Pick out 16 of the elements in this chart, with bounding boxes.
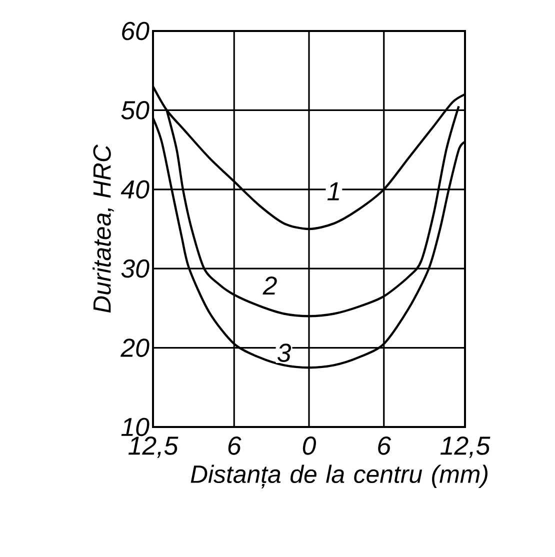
x-tick-label: 6 bbox=[228, 436, 242, 455]
y-tick-label: 40 bbox=[120, 180, 150, 199]
y-tick-label: 30 bbox=[121, 259, 150, 278]
series-label: 2 bbox=[262, 276, 277, 295]
x-axis-title: Distanța de la centru (mm) bbox=[190, 464, 488, 488]
y-tick-label: 50 bbox=[121, 101, 150, 120]
x-tick-label: 6 bbox=[378, 436, 392, 455]
x-tick-label: 0 bbox=[302, 436, 316, 455]
y-tick-label: 20 bbox=[120, 338, 150, 357]
x-tick-label: 12,5 bbox=[128, 436, 178, 458]
x-tick-label: 12,5 bbox=[440, 436, 490, 458]
y-axis-title: Duritatea, HRC bbox=[92, 144, 114, 313]
series-label: 3 bbox=[277, 344, 292, 362]
y-tick-label: 10 bbox=[121, 418, 150, 436]
y-tick-label: 60 bbox=[122, 22, 150, 40]
series-label: 1 bbox=[327, 182, 339, 200]
